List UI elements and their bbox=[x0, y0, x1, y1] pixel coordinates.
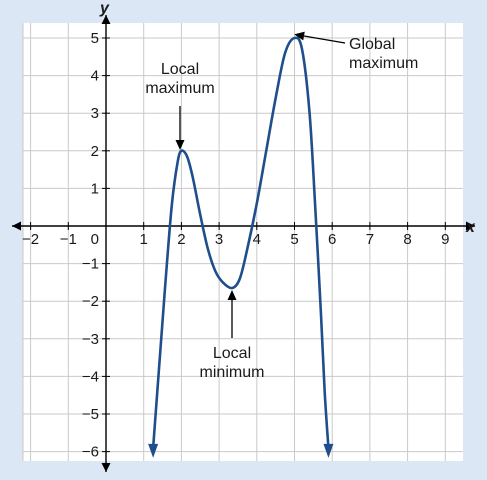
y-tick-label: 2 bbox=[91, 143, 99, 160]
x-tick-label: −1 bbox=[60, 231, 77, 248]
annotations: Local maximum Local minimum Global maximum bbox=[145, 31, 418, 381]
annotation-label: Local bbox=[213, 345, 251, 362]
annotation-label: Local bbox=[161, 61, 199, 78]
x-tick-label: 6 bbox=[328, 231, 336, 248]
y-tick-label: −5 bbox=[82, 406, 99, 423]
y-tick-label: 3 bbox=[91, 105, 99, 122]
x-tick-label: 8 bbox=[403, 231, 411, 248]
y-tick-label: 4 bbox=[91, 68, 99, 85]
y-tick-label: −4 bbox=[82, 368, 99, 385]
x-axis-arrow-right bbox=[466, 221, 475, 231]
y-tick-label: −2 bbox=[82, 293, 99, 310]
annotation-local-maximum: Local maximum bbox=[145, 61, 215, 150]
x-axis-arrow-left bbox=[12, 221, 21, 231]
y-axis-arrow-up bbox=[101, 15, 111, 24]
y-tick-label: 5 bbox=[91, 30, 99, 47]
plot-background bbox=[23, 23, 463, 461]
x-tick-label: 7 bbox=[366, 231, 374, 248]
x-tick-label: 2 bbox=[177, 231, 185, 248]
axes bbox=[12, 15, 475, 472]
x-axis-label: x bbox=[465, 219, 476, 236]
curve-end-arrow bbox=[148, 443, 159, 458]
y-tick-label: 1 bbox=[91, 180, 99, 197]
annotation-local-minimum: Local minimum bbox=[200, 290, 265, 381]
series-line bbox=[151, 36, 330, 448]
annotation-global-maximum: Global maximum bbox=[294, 31, 418, 72]
x-tick-label: 3 bbox=[215, 231, 223, 248]
annotation-label: minimum bbox=[200, 364, 265, 381]
grid-lines bbox=[22, 23, 463, 461]
x-tick-label: 4 bbox=[253, 231, 261, 248]
y-axis-arrow-down bbox=[101, 463, 111, 472]
x-tick-label: −2 bbox=[22, 231, 39, 248]
function-curve bbox=[148, 36, 334, 458]
x-tick-label: 0 bbox=[91, 231, 99, 248]
annotation-label: maximum bbox=[349, 55, 418, 72]
curve-end-arrow bbox=[323, 443, 334, 458]
annotation-arrowhead bbox=[227, 290, 237, 300]
annotation-arrowhead bbox=[175, 140, 185, 150]
annotation-arrowhead bbox=[294, 31, 305, 41]
x-tick-label: 5 bbox=[290, 231, 298, 248]
y-axis-label: y bbox=[99, 0, 110, 17]
annotation-arrow-line bbox=[303, 35, 346, 44]
x-tick-label: 1 bbox=[140, 231, 148, 248]
y-tick-label: −1 bbox=[82, 256, 99, 273]
x-tick-label: 9 bbox=[441, 231, 449, 248]
y-tick-label: −6 bbox=[82, 444, 99, 461]
annotation-label: maximum bbox=[145, 80, 214, 97]
y-tick-label: −3 bbox=[82, 331, 99, 348]
tick-labels: −2 −1 0 1 2 3 4 5 6 7 8 9 5 4 3 2 1 −1 −2 −3 −4 −5 −6 bbox=[22, 30, 449, 461]
annotation-label: Global bbox=[349, 36, 395, 53]
